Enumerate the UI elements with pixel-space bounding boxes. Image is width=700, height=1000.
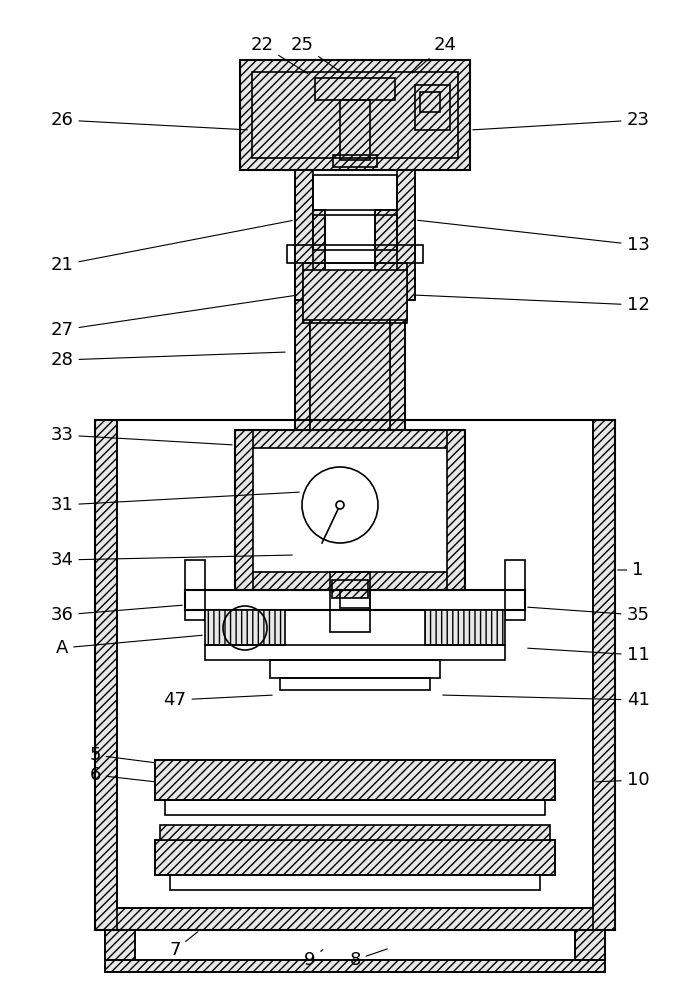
Bar xyxy=(375,210,405,430)
Bar xyxy=(415,85,450,130)
Text: 31: 31 xyxy=(50,492,299,514)
Bar xyxy=(235,430,465,590)
Text: 13: 13 xyxy=(418,220,650,254)
Text: 7: 7 xyxy=(169,932,198,959)
Bar xyxy=(252,72,458,158)
Text: 9: 9 xyxy=(304,950,323,969)
Text: 1: 1 xyxy=(618,561,644,579)
Bar xyxy=(235,430,253,590)
Text: 8: 8 xyxy=(349,949,387,969)
Bar xyxy=(295,210,325,430)
Text: 27: 27 xyxy=(50,295,295,339)
Text: 10: 10 xyxy=(596,771,650,789)
Bar xyxy=(155,840,555,875)
Bar xyxy=(313,175,397,210)
Bar xyxy=(593,420,615,930)
Text: 11: 11 xyxy=(528,646,650,664)
Bar xyxy=(310,310,390,430)
Bar xyxy=(295,210,325,430)
Bar xyxy=(155,760,555,800)
Bar xyxy=(185,560,205,620)
Bar xyxy=(332,580,368,598)
Text: 6: 6 xyxy=(90,766,154,784)
Bar xyxy=(170,875,540,890)
Bar xyxy=(447,430,465,590)
Text: 36: 36 xyxy=(50,605,182,624)
Bar xyxy=(270,660,440,678)
Bar xyxy=(295,170,313,300)
Bar xyxy=(155,840,555,875)
Text: 28: 28 xyxy=(50,351,285,369)
Bar xyxy=(397,170,415,300)
Text: 47: 47 xyxy=(164,691,272,709)
Bar xyxy=(155,760,555,800)
Bar xyxy=(235,430,465,448)
Text: 22: 22 xyxy=(251,36,307,74)
Bar xyxy=(205,610,285,645)
Bar xyxy=(235,572,465,590)
Bar xyxy=(165,800,545,815)
Text: 41: 41 xyxy=(443,691,650,709)
Bar xyxy=(425,610,505,645)
Text: 23: 23 xyxy=(473,111,650,130)
Circle shape xyxy=(336,501,344,509)
Text: 5: 5 xyxy=(90,746,154,764)
Bar xyxy=(160,825,550,840)
Bar xyxy=(310,280,390,430)
Text: A: A xyxy=(56,635,202,657)
Text: 24: 24 xyxy=(412,36,456,73)
Bar xyxy=(420,92,440,112)
Bar xyxy=(280,678,430,690)
Bar xyxy=(105,960,605,972)
Bar xyxy=(315,78,395,100)
Bar xyxy=(105,960,605,972)
Bar xyxy=(505,560,525,620)
Bar xyxy=(205,645,505,660)
Bar xyxy=(313,215,397,250)
Bar xyxy=(240,60,470,170)
Bar xyxy=(185,590,525,610)
Bar xyxy=(333,155,377,167)
Bar xyxy=(295,170,415,300)
Bar xyxy=(95,420,117,930)
Bar xyxy=(340,590,370,608)
Bar xyxy=(287,245,423,263)
Text: 26: 26 xyxy=(50,111,247,130)
Bar xyxy=(303,270,407,320)
Text: 12: 12 xyxy=(416,295,650,314)
Text: 35: 35 xyxy=(528,606,650,624)
Bar xyxy=(95,908,615,930)
Bar xyxy=(240,60,470,170)
Bar xyxy=(303,263,407,323)
Bar xyxy=(375,210,405,430)
Text: 25: 25 xyxy=(290,36,343,73)
Text: 33: 33 xyxy=(50,426,232,445)
Bar xyxy=(105,930,135,960)
Bar xyxy=(330,572,370,632)
Bar xyxy=(105,930,135,960)
Bar xyxy=(575,930,605,960)
Text: 34: 34 xyxy=(50,551,292,569)
Bar xyxy=(575,930,605,960)
Bar xyxy=(340,100,370,160)
Text: 21: 21 xyxy=(50,221,293,274)
